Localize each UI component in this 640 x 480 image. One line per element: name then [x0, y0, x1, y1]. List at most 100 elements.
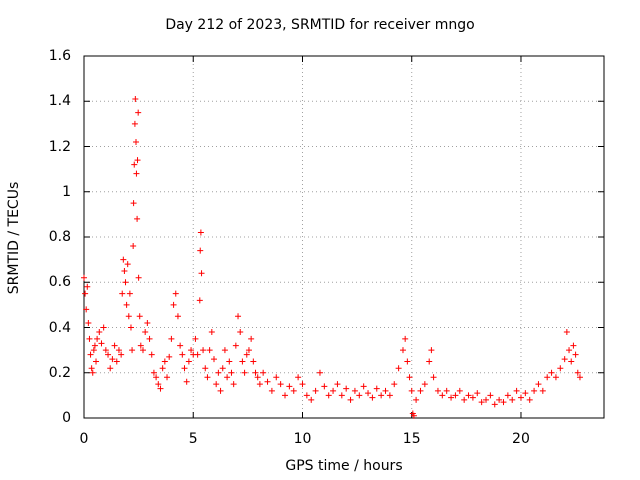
data-point — [224, 374, 231, 381]
data-point — [155, 381, 162, 388]
data-point — [500, 399, 507, 406]
data-point — [483, 396, 490, 403]
data-point — [241, 369, 248, 376]
data-point — [153, 374, 160, 381]
data-point — [100, 324, 107, 331]
data-point — [465, 392, 472, 399]
y-tick-label: 0.2 — [48, 364, 71, 381]
data-point — [402, 335, 409, 342]
data-point — [443, 387, 450, 394]
data-point — [228, 369, 235, 376]
data-point — [164, 374, 171, 381]
data-point — [146, 335, 153, 342]
data-point — [170, 301, 177, 308]
data-point — [334, 381, 341, 388]
data-point — [82, 290, 89, 297]
data-point — [303, 392, 310, 399]
data-point — [548, 369, 555, 376]
data-point — [148, 351, 155, 358]
data-point — [196, 297, 203, 304]
data-point — [439, 392, 446, 399]
data-point — [83, 306, 90, 313]
data-point — [111, 342, 118, 349]
data-point — [277, 381, 284, 388]
x-tick-label: 10 — [293, 431, 312, 447]
data-point — [211, 356, 217, 363]
data-point — [330, 387, 337, 394]
data-point — [252, 369, 259, 376]
data-point — [574, 369, 581, 376]
data-point — [86, 335, 93, 342]
data-point — [522, 390, 529, 397]
data-point — [119, 290, 126, 297]
data-point — [245, 347, 252, 354]
data-point — [130, 200, 137, 207]
data-point — [356, 392, 363, 399]
data-point — [230, 381, 237, 388]
data-point — [273, 374, 280, 381]
data-point — [125, 313, 132, 320]
data-point — [93, 358, 100, 365]
data-point — [237, 329, 244, 336]
data-point — [430, 374, 437, 381]
data-point — [474, 390, 481, 397]
data-point — [129, 347, 136, 354]
data-point — [491, 401, 498, 408]
x-tick-label: 0 — [79, 431, 89, 447]
data-point — [235, 313, 242, 320]
data-point — [421, 381, 428, 388]
data-point — [563, 329, 570, 336]
y-tick-label: 1.4 — [48, 93, 71, 110]
y-tick-label: 0.8 — [48, 229, 71, 245]
data-point — [408, 387, 415, 394]
data-point — [410, 412, 417, 419]
y-tick-label: 1 — [62, 183, 71, 200]
data-point — [120, 256, 127, 263]
data-point — [135, 274, 142, 281]
data-point — [157, 385, 164, 392]
data-point — [91, 342, 98, 349]
data-point — [232, 342, 239, 349]
data-point — [256, 381, 263, 388]
data-point — [206, 347, 213, 354]
data-point — [343, 385, 350, 392]
data-point — [134, 157, 141, 164]
data-point — [172, 290, 179, 297]
data-point — [134, 215, 141, 222]
data-point — [98, 340, 105, 347]
y-tick-label: 1.6 — [48, 48, 71, 64]
data-point — [133, 170, 140, 177]
data-point — [434, 387, 441, 394]
data-point — [325, 392, 332, 399]
data-point — [561, 356, 568, 363]
data-point — [96, 329, 103, 336]
data-point — [81, 274, 87, 281]
data-point — [312, 387, 319, 394]
data-point — [461, 396, 468, 403]
data-point — [254, 374, 261, 381]
data-point — [413, 396, 420, 403]
data-point — [133, 138, 139, 145]
data-point — [290, 387, 297, 394]
data-point — [150, 369, 157, 376]
data-point — [365, 390, 372, 397]
data-point — [135, 109, 142, 116]
data-point — [88, 365, 95, 372]
data-point — [126, 290, 133, 297]
x-tick-label: 20 — [512, 431, 530, 447]
y-tick-label: 0 — [62, 410, 71, 426]
data-point — [509, 396, 516, 403]
data-point — [572, 351, 579, 358]
data-point — [426, 358, 433, 365]
data-point — [448, 394, 455, 401]
data-point — [94, 335, 101, 342]
data-point — [168, 335, 175, 342]
data-point — [219, 365, 226, 372]
data-point — [568, 358, 575, 365]
data-point — [136, 313, 143, 320]
data-point — [202, 365, 209, 372]
data-point — [250, 358, 257, 365]
data-point — [208, 329, 215, 336]
data-point — [566, 347, 573, 354]
